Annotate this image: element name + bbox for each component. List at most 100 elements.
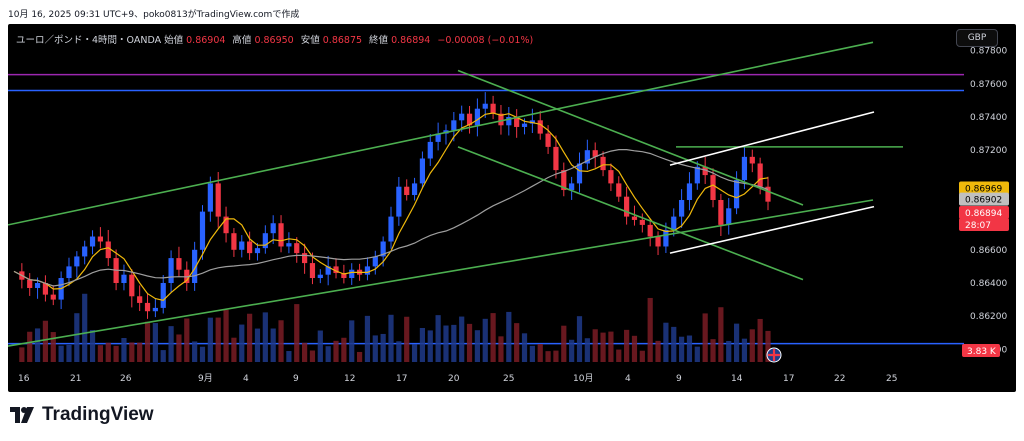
candle-body: [286, 243, 292, 247]
candle-body: [631, 216, 638, 220]
x-tick-label: 25: [503, 374, 514, 384]
x-tick-label: 9: [293, 374, 299, 384]
candle-body: [710, 175, 716, 200]
x-tick-label: 16: [18, 374, 30, 384]
volume-bar: [286, 351, 292, 362]
volume-bar: [702, 313, 708, 362]
volume-bar: [152, 323, 158, 362]
y-tick-label: 0.86400: [970, 279, 1007, 289]
candle-body: [466, 113, 473, 126]
volume-bar: [317, 330, 323, 362]
volume-bar: [364, 315, 371, 362]
volume-bar: [553, 350, 559, 362]
candle-body: [498, 113, 504, 126]
tradingview-logo[interactable]: TradingView: [10, 404, 154, 426]
volume-bar: [192, 341, 198, 362]
x-tick-label: 17: [396, 374, 407, 384]
price-tag: [959, 181, 1009, 195]
candle-body: [309, 263, 316, 279]
volume-bar: [749, 329, 755, 362]
candle-body: [105, 241, 111, 259]
candle-body: [765, 186, 771, 202]
volume-bar: [435, 315, 441, 362]
volume-bar: [631, 335, 638, 362]
volume-bar: [160, 350, 166, 362]
candle-body: [655, 236, 661, 247]
candle-body: [50, 294, 56, 300]
volume-bar: [482, 318, 488, 362]
legend-close-value: 0.86894: [391, 35, 431, 46]
volume-bar: [466, 323, 473, 362]
volume-bar: [97, 345, 103, 362]
volume-bar: [333, 340, 339, 362]
volume-bar: [380, 333, 386, 362]
candle-body: [733, 180, 740, 209]
volume-bar: [647, 297, 653, 362]
volume-bar: [726, 340, 732, 362]
candle-body: [679, 200, 685, 217]
volume-bar: [207, 317, 213, 362]
chart-caption: 10月 16, 2025 09:31 UTC+9、poko0813がTradin…: [8, 10, 300, 20]
volume-bar: [694, 346, 700, 362]
volume-bar: [686, 335, 693, 362]
candle-body: [89, 236, 96, 247]
x-tick-label: 4: [243, 374, 249, 384]
down-channel-lower: [457, 146, 804, 281]
volume-bar: [121, 337, 127, 362]
volume-bar: [388, 314, 394, 362]
volume-bar: [184, 318, 190, 362]
candle-body: [129, 274, 135, 297]
candle-body: [600, 156, 606, 171]
candle-body: [671, 216, 677, 230]
volume-bar: [27, 331, 33, 362]
candle-body: [482, 103, 488, 109]
x-tick-label: 14: [731, 374, 743, 384]
candle-body: [364, 266, 371, 275]
volume-bar: [600, 332, 606, 362]
candle-body: [749, 156, 755, 164]
legend-symbol: ユーロ／ポンド・4時間・OANDA: [16, 35, 162, 46]
volume-bar: [506, 311, 512, 362]
legend-low-label: 安値: [300, 35, 320, 46]
candle-body: [380, 241, 386, 257]
candle-body: [333, 266, 339, 274]
candle-body: [302, 253, 308, 264]
legend-high-label: 高値: [232, 35, 252, 46]
price-tag: [959, 192, 1009, 206]
x-tick-label: 10月: [573, 373, 593, 384]
candle-body: [349, 269, 355, 279]
candle-body: [42, 283, 49, 295]
legend-high-value: 0.86950: [254, 35, 294, 46]
candle-body: [121, 274, 127, 283]
candle-body: [231, 233, 237, 250]
candle-body: [396, 186, 402, 217]
price-chart[interactable]: 0.87800 0.87600 0.87400 0.87200 0.86600 0.864…: [8, 24, 1016, 392]
volume-bar: [584, 338, 590, 362]
currency-button[interactable]: GBP: [956, 29, 998, 47]
volume-bar: [356, 351, 363, 362]
volume-bar: [514, 323, 520, 362]
volume-bar: [239, 324, 245, 362]
candle-body: [459, 113, 465, 121]
volume-bar: [608, 331, 614, 362]
volume-tag: [962, 344, 1000, 357]
candle-body: [82, 246, 88, 257]
price-tag-label: 0.86969: [965, 185, 1002, 195]
y-tick-label: 0.87400: [970, 113, 1007, 123]
candle-body: [270, 223, 276, 234]
y-tick-label: 0.86200: [970, 312, 1007, 322]
volume-bar: [474, 330, 480, 362]
candle-body: [521, 123, 528, 127]
candle-body: [97, 236, 103, 242]
candle-body: [247, 241, 253, 254]
candle-body: [207, 183, 213, 212]
volume-bar: [671, 326, 677, 362]
chart-panel[interactable]: 0.87800 0.87600 0.87400 0.87200 0.86600 0.864…: [8, 24, 1016, 392]
volume-bar: [231, 337, 237, 362]
uk-flag-cross: [768, 349, 780, 361]
volume-bar: [443, 325, 449, 362]
legend-open-label: 始値: [164, 35, 184, 46]
candle-body: [341, 273, 347, 279]
y-tick-label: 0.87800: [970, 47, 1007, 57]
y-tick-label: 0.87200: [970, 146, 1007, 156]
